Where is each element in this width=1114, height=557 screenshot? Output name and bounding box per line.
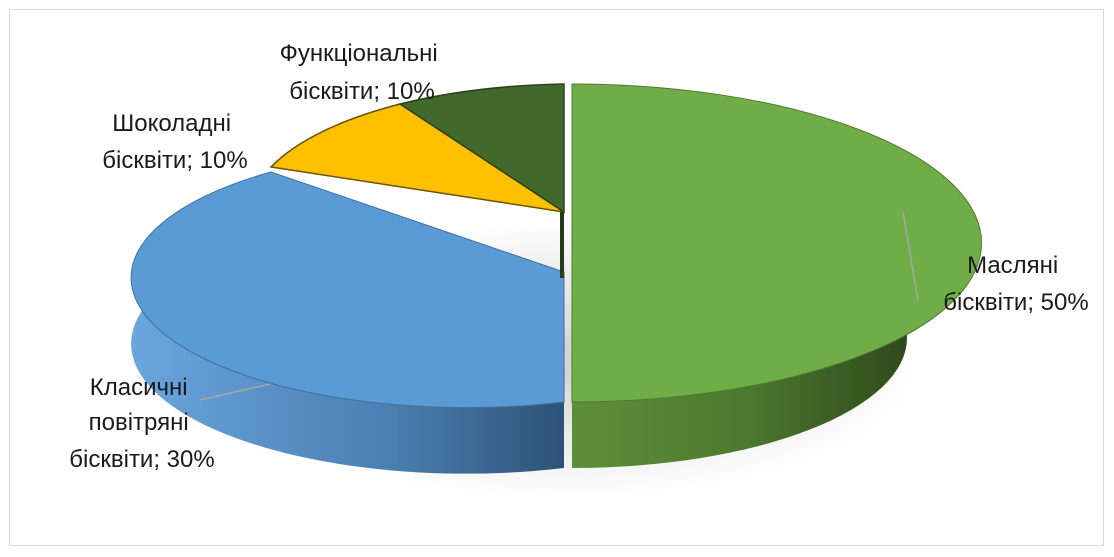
slice-butter-top [571, 83, 983, 403]
label-chocolate-line-2: бісквіти; 10% [102, 147, 247, 174]
slice-classic [130, 171, 565, 474]
label-functional: Функціональні бісквіти; 10% [280, 40, 445, 105]
label-classic-line-1: Класичні [90, 374, 188, 401]
label-classic-line-2: повітряні [89, 409, 189, 436]
slice-chocolate [269, 103, 565, 213]
label-butter-line-2: бісквіти; 50% [943, 289, 1088, 316]
leader-line-butter [902, 211, 919, 301]
label-functional-line-1: Функціональні [280, 40, 438, 67]
label-classic: Класичні повітряні бісквіти; 30% [69, 374, 214, 473]
slice-butter [571, 83, 983, 468]
slice-chocolate-top [269, 103, 565, 213]
slice-functional-top [398, 83, 565, 214]
label-classic-line-3: бісквіти; 30% [69, 446, 214, 473]
label-chocolate: Шоколадні бісквіти; 10% [102, 110, 247, 174]
label-chocolate-line-1: Шоколадні [112, 110, 231, 137]
slice-classic-top [130, 171, 565, 409]
slice-functional [398, 83, 565, 278]
slice-functional-edge [560, 212, 564, 278]
leader-line-classic [199, 383, 271, 401]
label-butter-line-1: Масляні [967, 252, 1058, 279]
label-butter: Масляні бісквіти; 50% [943, 252, 1088, 316]
slice-butter-side [572, 272, 907, 468]
label-functional-line-2: бісквіти; 10% [289, 78, 434, 105]
